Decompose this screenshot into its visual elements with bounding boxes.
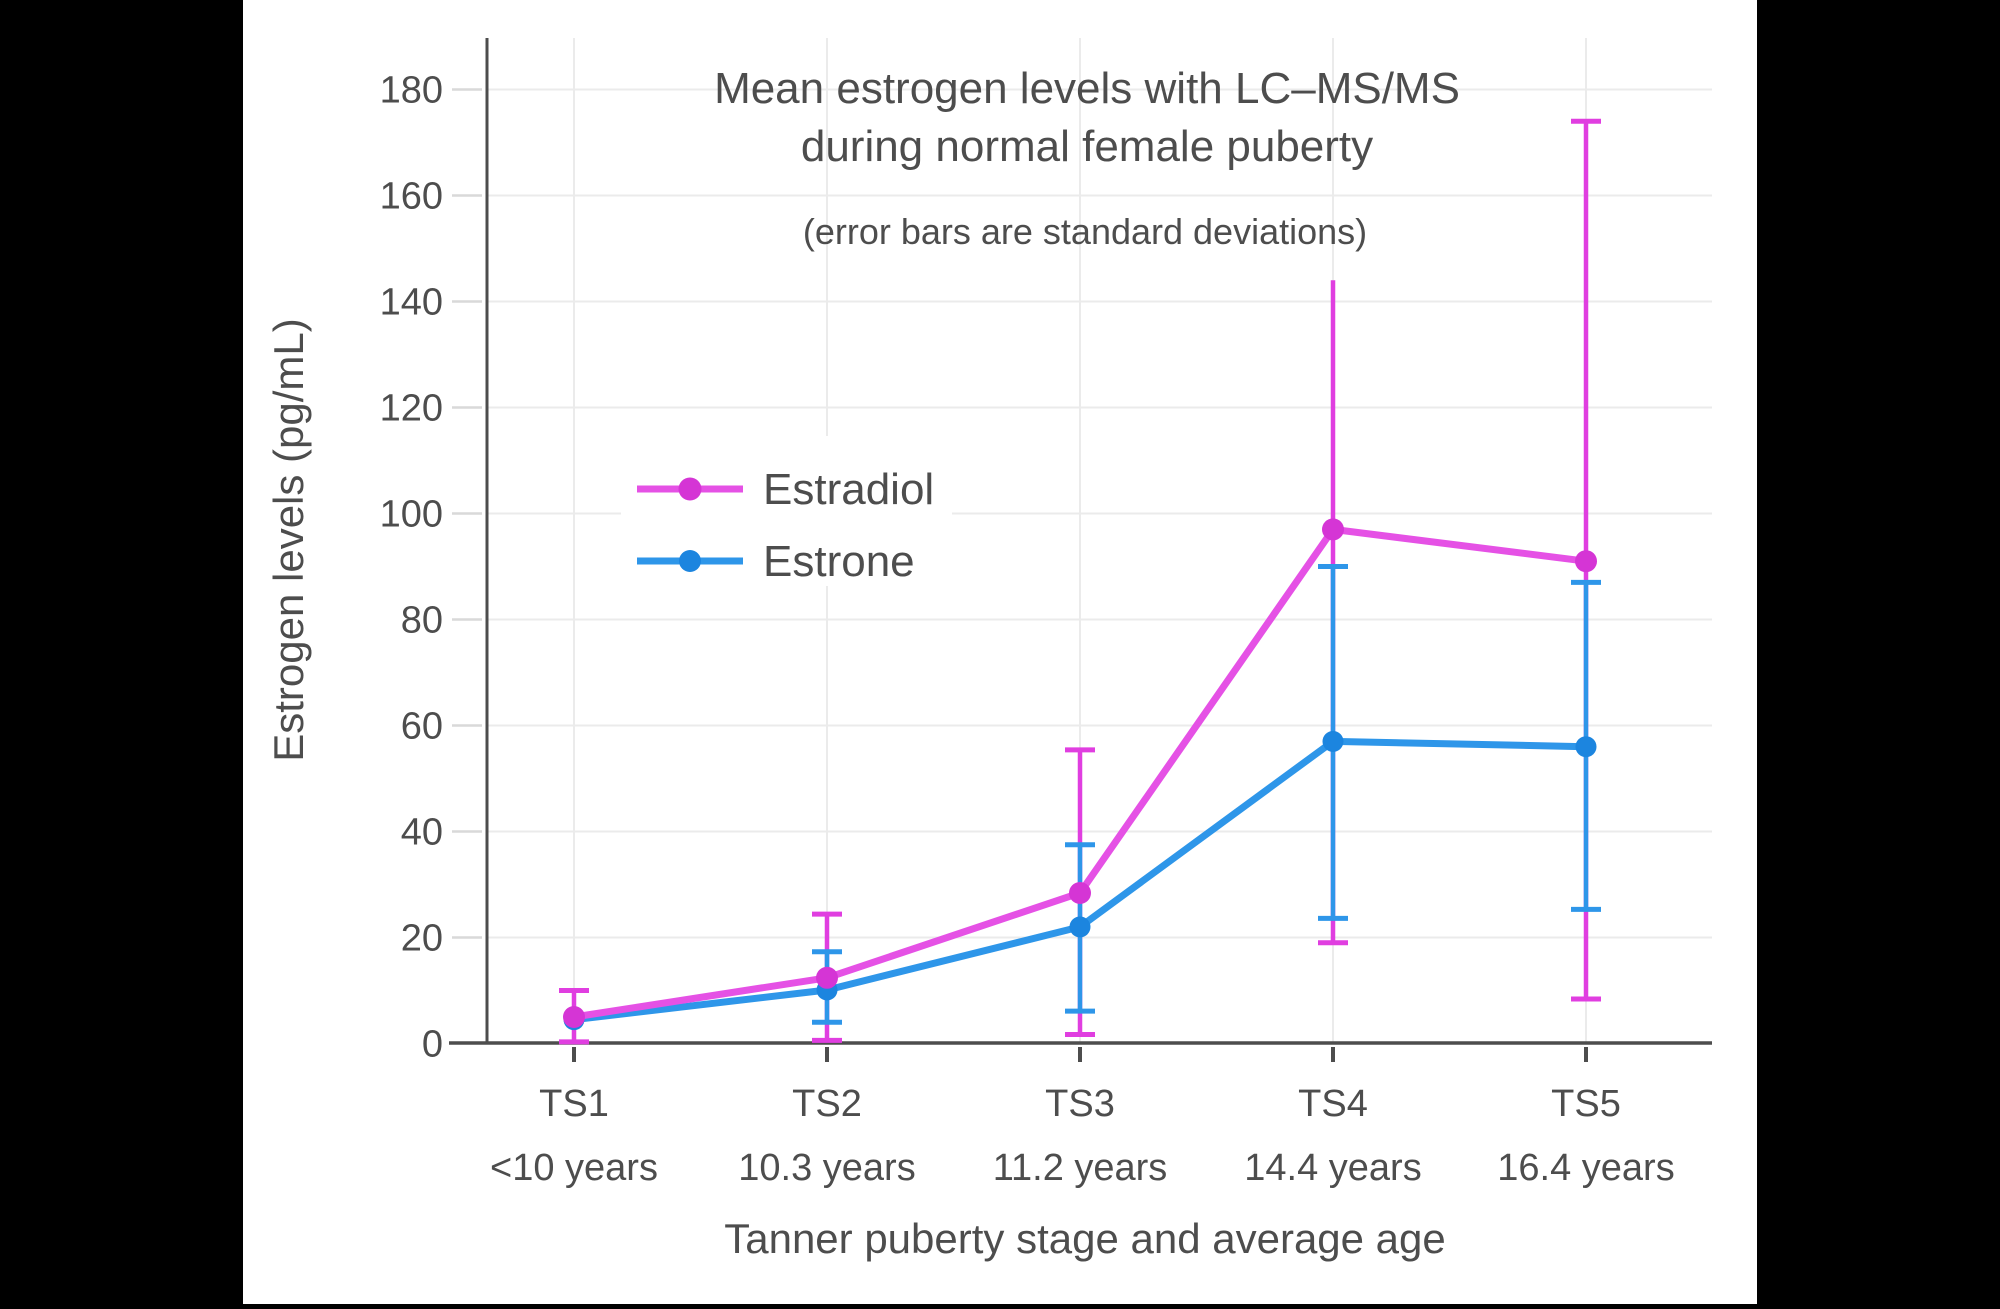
- legend-estradiol-label: Estradiol: [763, 465, 934, 514]
- estradiol-marker: [1322, 518, 1344, 541]
- y-tick-label: 180: [380, 70, 443, 112]
- estrone-marker: [1322, 730, 1344, 752]
- legend: Estradiol Estrone: [621, 436, 952, 586]
- estradiol-marker: [1069, 881, 1091, 904]
- series-layer: [563, 518, 1597, 1031]
- y-tick-label: 160: [380, 176, 443, 218]
- estradiol-marker: [1575, 550, 1597, 573]
- y-axis-title: Estrogen levels (pg/mL): [265, 318, 312, 762]
- chart-title-line2: during normal female puberty: [801, 122, 1373, 171]
- chart-title-line1: Mean estrogen levels with LC–MS/MS: [714, 64, 1460, 113]
- y-tick-label: 140: [380, 282, 443, 324]
- y-tick-label: 80: [401, 600, 443, 642]
- estradiol-marker: [563, 1006, 585, 1028]
- grid-layer: [487, 38, 1712, 1042]
- y-tick-label: 0: [422, 1024, 443, 1066]
- axis-layer: [449, 38, 1712, 1062]
- x-tick-label-age: 16.4 years: [1497, 1147, 1674, 1189]
- x-tick-label-age: 14.4 years: [1244, 1147, 1421, 1189]
- x-tick-label-age: <10 years: [490, 1147, 658, 1189]
- tick-label-layer: 0 20 40 60 80 100 120 140 160 180 TS1 <10 years TS2 1…: [380, 70, 1675, 1190]
- chart-subtitle: (error bars are standard deviations): [803, 211, 1367, 252]
- y-tick-label: 100: [380, 494, 443, 536]
- x-tick-label-age: 11.2 years: [993, 1147, 1168, 1189]
- x-tick-label-stage: TS4: [1298, 1083, 1368, 1125]
- chart-canvas: [243, 0, 1757, 1304]
- legend-estrone-label: Estrone: [763, 537, 915, 586]
- estradiol-marker: [816, 966, 838, 989]
- x-axis-title: Tanner puberty stage and average age: [724, 1215, 1446, 1262]
- y-tick-label: 60: [401, 706, 443, 748]
- x-tick-label-stage: TS3: [1045, 1083, 1115, 1125]
- x-tick-label-stage: TS1: [539, 1083, 609, 1125]
- legend-estradiol-marker: [678, 477, 702, 501]
- x-tick-label-stage: TS5: [1551, 1083, 1621, 1125]
- legend-estrone-marker: [679, 550, 701, 572]
- estrone-marker: [1069, 916, 1091, 938]
- y-tick-label: 120: [380, 388, 443, 430]
- x-tick-label-stage: TS2: [792, 1083, 862, 1125]
- x-tick-label-age: 10.3 years: [738, 1147, 915, 1189]
- estrone-marker: [1575, 736, 1597, 758]
- y-tick-label: 40: [401, 812, 443, 854]
- y-tick-label: 20: [401, 918, 443, 960]
